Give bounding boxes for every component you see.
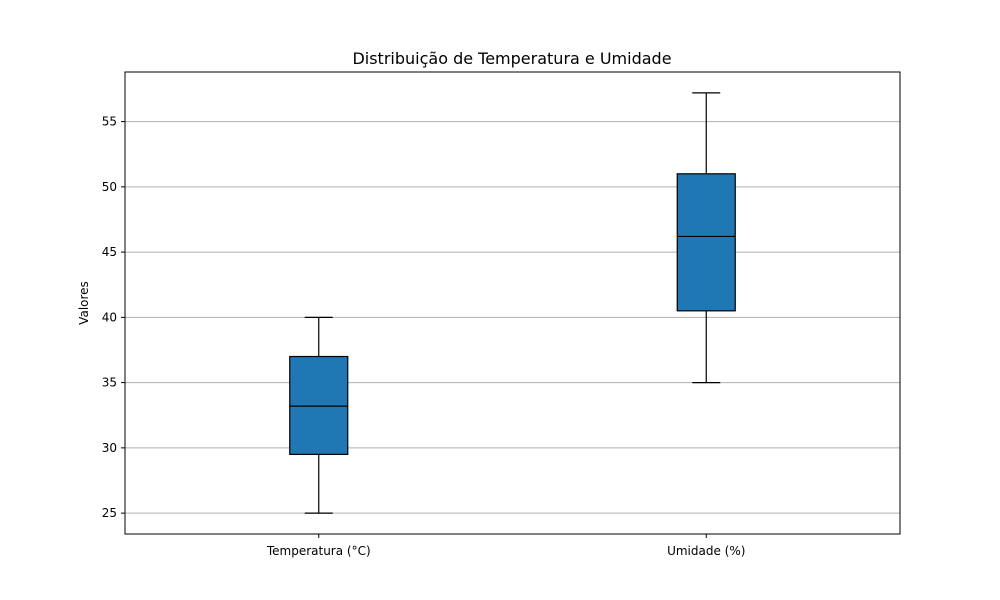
chart-title: Distribuição de Temperatura e Umidade bbox=[352, 49, 671, 68]
y-axis-label: Valores bbox=[77, 281, 91, 325]
y-tick-label: 25 bbox=[102, 506, 117, 520]
y-tick-label: 40 bbox=[102, 310, 117, 324]
iqr-box bbox=[676, 173, 736, 312]
x-tick-label: Umidade (%) bbox=[667, 544, 745, 558]
plot-frame bbox=[124, 71, 901, 535]
iqr-box bbox=[289, 355, 349, 455]
y-axis-ticks: 25 30 35 40 45 50 55 bbox=[102, 115, 125, 520]
grid-lines bbox=[125, 121, 900, 514]
y-tick-label: 55 bbox=[102, 115, 117, 129]
y-tick-label: 45 bbox=[102, 245, 117, 259]
box-group bbox=[676, 92, 736, 384]
y-tick-label: 30 bbox=[102, 441, 117, 455]
boxes bbox=[289, 92, 736, 514]
x-tick-label: Temperatura (°C) bbox=[266, 544, 371, 558]
y-tick-label: 50 bbox=[102, 180, 117, 194]
box-group bbox=[289, 316, 349, 514]
y-tick-label: 35 bbox=[102, 376, 117, 390]
x-axis-ticks: Temperatura (°C) Umidade (%) bbox=[266, 534, 745, 558]
